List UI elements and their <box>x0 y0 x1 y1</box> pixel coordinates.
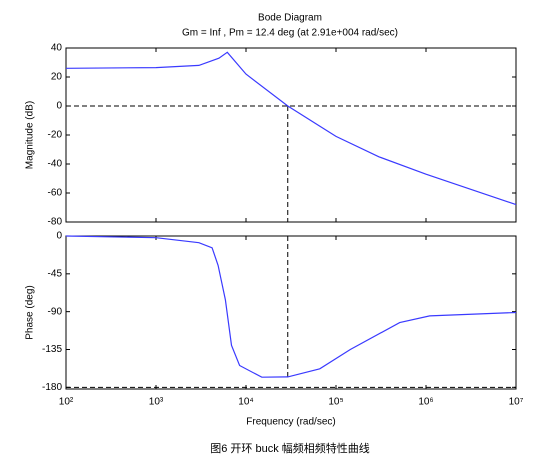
chart-title: Bode Diagram <box>258 13 322 24</box>
x-axis-label: Frequency (rad/sec) <box>246 417 335 428</box>
x-tick-label: 10³ <box>149 397 164 408</box>
series-line <box>65 51 517 206</box>
y-tick-label: 20 <box>51 72 63 83</box>
y-axis-label: Magnitude (dB) <box>25 101 36 169</box>
x-tick-label: 10² <box>59 397 74 408</box>
y-tick-label: 0 <box>56 101 62 112</box>
y-tick-label: 40 <box>51 43 63 54</box>
y-tick-label: -80 <box>48 217 63 228</box>
y-tick-label: -40 <box>48 159 63 170</box>
plot-area <box>65 235 517 390</box>
y-tick-label: -45 <box>48 268 63 279</box>
x-tick-label: 10⁷ <box>509 397 524 408</box>
x-tick-label: 10⁴ <box>238 397 253 408</box>
x-tick-label: 10⁶ <box>418 397 433 408</box>
series-line <box>65 235 517 378</box>
y-tick-label: -20 <box>48 130 63 141</box>
plot-area <box>65 47 517 223</box>
y-tick-label: -60 <box>48 188 63 199</box>
x-tick-label: 10⁵ <box>328 397 343 408</box>
y-tick-label: -135 <box>42 344 62 355</box>
chart-subtitle: Gm = Inf , Pm = 12.4 deg (at 2.91e+004 r… <box>182 28 398 39</box>
y-axis-label: Phase (deg) <box>25 285 36 339</box>
y-tick-label: 0 <box>56 231 62 242</box>
y-tick-label: -90 <box>48 306 63 317</box>
caption: 图6 开环 buck 幅频相频特性曲线 <box>210 441 370 455</box>
y-tick-label: -180 <box>42 382 62 393</box>
